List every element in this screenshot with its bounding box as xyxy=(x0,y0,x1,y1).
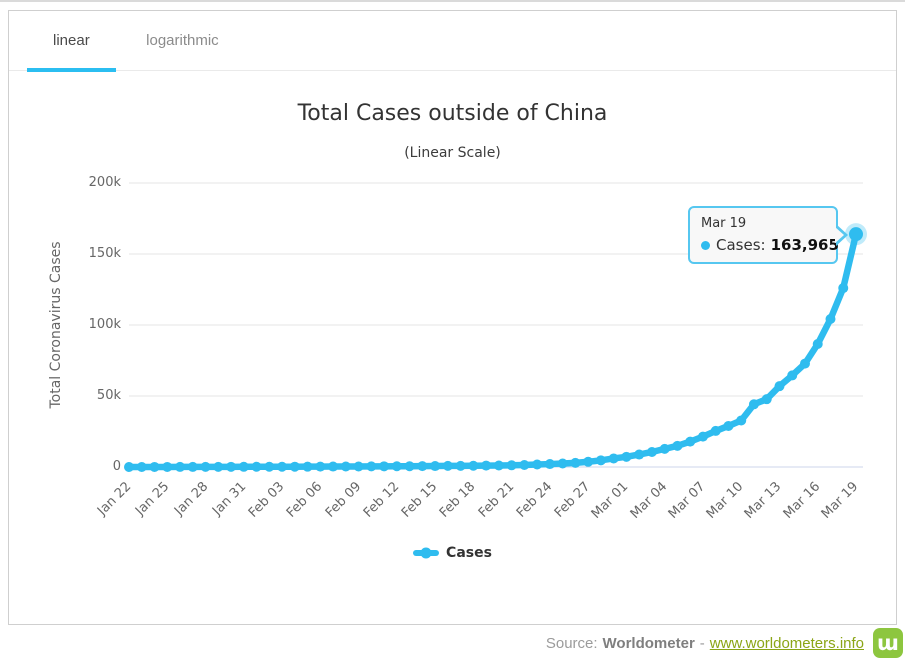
x-axis-tick-label: Mar 19 xyxy=(818,479,862,522)
source-name: Worldometer xyxy=(602,634,695,652)
page-top-divider xyxy=(0,0,905,2)
chart-canvas[interactable] xyxy=(9,11,896,622)
tooltip-value: 163,965 xyxy=(770,236,839,255)
tooltip-row: Cases: 163,965 xyxy=(701,236,839,255)
series-dot-icon xyxy=(701,240,710,250)
tab-linear-label: linear xyxy=(53,32,90,49)
chart-title: Total Cases outside of China xyxy=(297,101,608,126)
source-link[interactable]: www.worldometers.info xyxy=(709,634,864,652)
source-dash: - xyxy=(699,634,705,652)
worldometer-logo[interactable]: ɯ xyxy=(873,628,903,658)
tab-linear[interactable]: linear xyxy=(27,11,116,72)
tab-logarithmic[interactable]: logarithmic xyxy=(120,11,245,71)
source-prefix: Source: xyxy=(545,634,598,652)
point-tooltip: Mar 19 Cases: 163,965 xyxy=(688,206,848,265)
y-axis-tick-label: 200k xyxy=(88,175,121,190)
y-axis-tick-label: 150k xyxy=(88,246,121,261)
legend-line-icon xyxy=(413,547,440,559)
chart-subtitle: (Linear Scale) xyxy=(404,145,501,161)
legend-item-cases[interactable]: Cases xyxy=(9,545,896,561)
tooltip-series-label: Cases: xyxy=(716,236,766,255)
scale-tabbar: linear logarithmic xyxy=(9,11,896,72)
source-attribution: Source: Worldometer - www.worldometers.i… xyxy=(546,628,903,658)
y-axis-tick-label: 100k xyxy=(88,317,121,332)
chart-panel: linear logarithmic Total Cases outside o… xyxy=(8,10,897,625)
active-tab-indicator xyxy=(27,68,116,72)
y-axis-tick-label: 0 xyxy=(112,459,121,474)
legend-label: Cases xyxy=(446,545,492,561)
tab-logarithmic-label: logarithmic xyxy=(146,32,219,49)
y-axis-tick-label: 50k xyxy=(96,388,121,403)
tooltip-date: Mar 19 xyxy=(701,216,747,232)
